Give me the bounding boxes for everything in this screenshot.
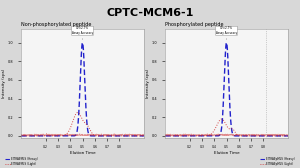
- Text: CV=2.7%
Assay Accuracy: CV=2.7% Assay Accuracy: [216, 27, 237, 40]
- Text: Phosphorylated peptide: Phosphorylated peptide: [165, 22, 224, 27]
- Y-axis label: Intensity (cps): Intensity (cps): [2, 69, 6, 98]
- Text: CV=2.7%
Assay Accuracy: CV=2.7% Assay Accuracy: [72, 27, 93, 40]
- Y-axis label: Intensity (cps): Intensity (cps): [146, 69, 150, 98]
- X-axis label: Elution Time: Elution Time: [70, 151, 95, 155]
- Legend: EITRAEpMLS (Heavy), EITRAEpMLS (Light): EITRAEpMLS (Heavy), EITRAEpMLS (Light): [260, 156, 296, 167]
- X-axis label: Elution Time: Elution Time: [214, 151, 239, 155]
- Legend: EITRAEMLS (Heavy), EITRAEMLS (Light): EITRAEMLS (Heavy), EITRAEMLS (Light): [4, 156, 39, 167]
- Text: Non-phosphorylated peptide: Non-phosphorylated peptide: [21, 22, 92, 27]
- Text: CPTC-MCM6-1: CPTC-MCM6-1: [106, 8, 194, 18]
